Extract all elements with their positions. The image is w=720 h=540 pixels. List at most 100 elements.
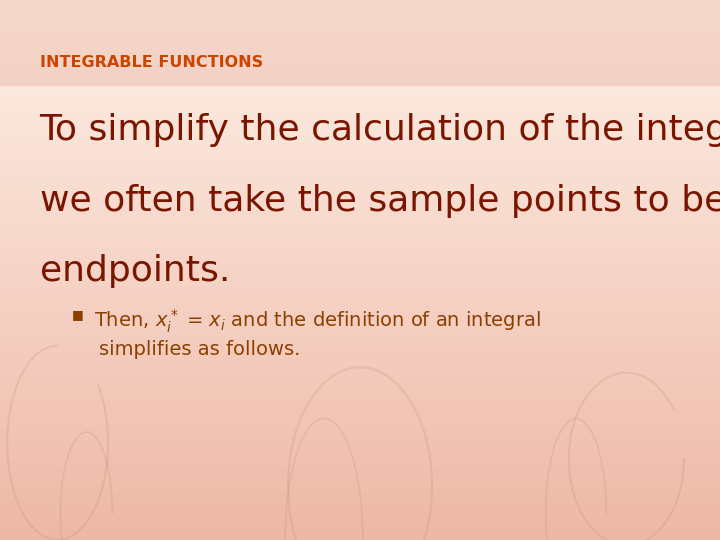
Bar <box>0 157 720 159</box>
Bar <box>0 221 720 224</box>
Text: endpoints.: endpoints. <box>40 254 230 288</box>
Bar <box>0 154 720 157</box>
Bar <box>0 92 720 94</box>
Bar <box>0 84 720 86</box>
Bar <box>0 329 720 332</box>
Bar <box>0 24 720 27</box>
Bar <box>0 51 720 54</box>
Bar <box>0 478 720 481</box>
Bar <box>0 400 720 402</box>
Bar <box>0 224 720 227</box>
Bar <box>0 470 720 472</box>
Bar <box>0 35 720 38</box>
Bar <box>0 289 720 292</box>
Bar <box>0 278 720 281</box>
Bar <box>0 240 720 243</box>
Bar <box>0 232 720 235</box>
Bar <box>0 32 720 35</box>
Bar <box>0 151 720 154</box>
Bar <box>0 73 720 76</box>
Bar <box>0 418 720 421</box>
Bar <box>0 516 720 518</box>
Bar <box>0 111 720 113</box>
Bar <box>0 456 720 459</box>
Bar <box>0 16 720 19</box>
Bar <box>0 502 720 505</box>
Bar <box>0 467 720 470</box>
Bar <box>0 284 720 286</box>
Bar <box>0 308 720 310</box>
Bar <box>0 402 720 405</box>
Bar <box>0 14 720 16</box>
Bar <box>0 176 720 178</box>
Bar <box>0 235 720 238</box>
Bar <box>0 197 720 200</box>
Bar <box>0 472 720 475</box>
Bar <box>0 354 720 356</box>
Bar <box>0 335 720 338</box>
Text: INTEGRABLE FUNCTIONS: INTEGRABLE FUNCTIONS <box>40 55 263 70</box>
Bar <box>0 297 720 300</box>
Bar <box>0 0 720 3</box>
Bar <box>0 97 720 100</box>
Bar <box>0 246 720 248</box>
Bar <box>0 251 720 254</box>
Bar <box>0 273 720 275</box>
Bar <box>0 108 720 111</box>
Bar <box>0 381 720 383</box>
Bar <box>0 451 720 454</box>
Bar <box>0 8 720 11</box>
Bar <box>0 405 720 408</box>
Bar <box>0 259 720 262</box>
Bar <box>0 267 720 270</box>
Bar <box>0 464 720 467</box>
Bar <box>0 165 720 167</box>
Bar <box>0 446 720 448</box>
Bar <box>0 491 720 494</box>
Bar <box>0 46 720 49</box>
Bar <box>0 254 720 256</box>
Bar <box>0 302 720 305</box>
Bar <box>0 421 720 424</box>
Bar <box>0 119 720 122</box>
Bar <box>0 57 720 59</box>
Bar <box>0 140 720 143</box>
Bar <box>0 5 720 8</box>
Bar <box>0 310 720 313</box>
Text: Then, $x_i^*$ = $x_i$ and the definition of an integral: Then, $x_i^*$ = $x_i$ and the definition… <box>94 308 541 335</box>
Bar <box>0 526 720 529</box>
Bar <box>0 132 720 135</box>
Bar <box>0 497 720 500</box>
Bar <box>0 343 720 346</box>
Bar <box>0 389 720 392</box>
Bar <box>0 194 720 197</box>
Bar <box>0 505 720 508</box>
Bar <box>0 178 720 181</box>
Bar <box>0 173 720 176</box>
Bar <box>0 518 720 521</box>
Bar <box>0 0 720 86</box>
Bar <box>0 86 720 89</box>
Bar <box>0 116 720 119</box>
Bar <box>0 351 720 354</box>
Bar <box>0 294 720 297</box>
Bar <box>0 208 720 211</box>
Bar <box>0 146 720 148</box>
Bar <box>0 424 720 427</box>
Bar <box>0 362 720 364</box>
Bar <box>0 292 720 294</box>
Bar <box>0 70 720 73</box>
Bar <box>0 167 720 170</box>
Bar <box>0 181 720 184</box>
Bar <box>0 192 720 194</box>
Bar <box>0 170 720 173</box>
Bar <box>0 378 720 381</box>
Bar <box>0 38 720 40</box>
Bar <box>0 230 720 232</box>
Bar <box>0 65 720 68</box>
Bar <box>0 462 720 464</box>
Bar <box>0 49 720 51</box>
Bar <box>0 159 720 162</box>
Bar <box>0 275 720 278</box>
Bar <box>0 532 720 535</box>
